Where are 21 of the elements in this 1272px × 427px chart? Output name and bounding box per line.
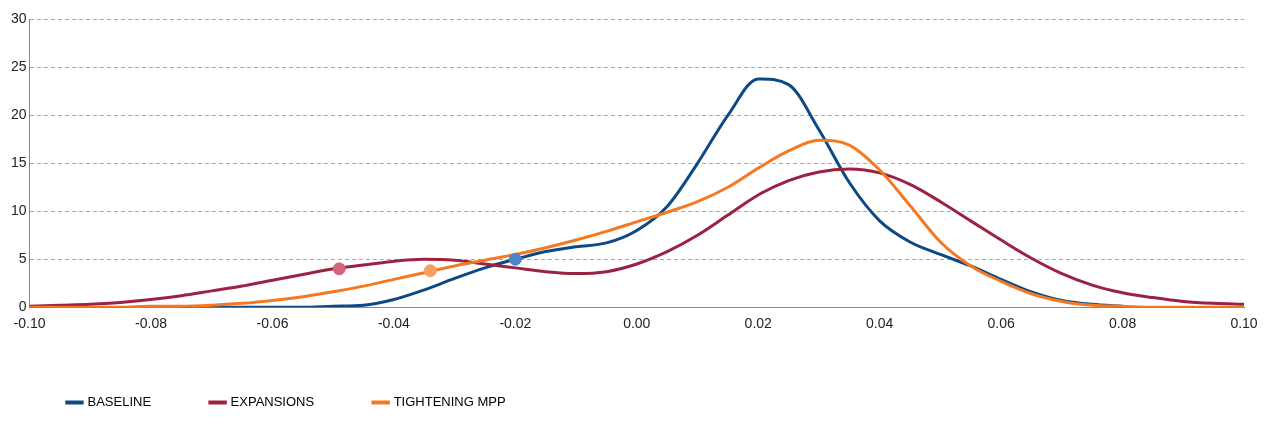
legend-label: TIGHTENING MPP <box>393 394 506 410</box>
y-tick-label: 15 <box>10 154 27 171</box>
y-tick-label: 0 <box>18 298 27 315</box>
x-tick-label: -0.06 <box>256 315 289 332</box>
y-tick-label: 10 <box>10 202 27 219</box>
x-tick-label: 0.00 <box>623 315 651 332</box>
legend-label: BASELINE <box>87 394 152 410</box>
y-tick-label: 30 <box>10 10 27 27</box>
x-tick-label: -0.08 <box>135 315 168 332</box>
y-tick-label: 5 <box>18 250 27 267</box>
x-tick-label: 0.10 <box>1230 315 1258 332</box>
x-tick-label: -0.02 <box>499 315 532 332</box>
x-tick-label: -0.10 <box>13 315 46 332</box>
y-tick-label: 20 <box>10 106 27 123</box>
x-tick-label: 0.06 <box>987 315 1015 332</box>
y-tick-label: 25 <box>10 58 27 75</box>
x-tick-label: 0.04 <box>866 315 894 332</box>
legend-label: EXPANSIONS <box>230 394 315 410</box>
x-tick-label: 0.02 <box>744 315 773 332</box>
x-tick-label: -0.04 <box>377 315 411 332</box>
x-tick-label: 0.08 <box>1108 315 1137 332</box>
